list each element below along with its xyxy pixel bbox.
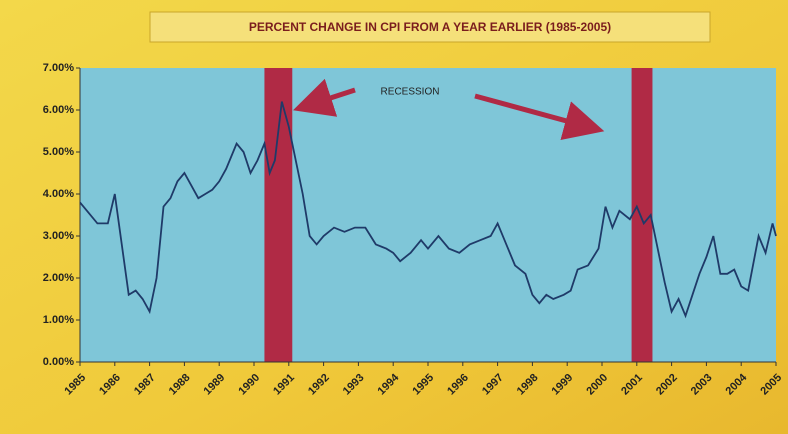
y-tick-label: 7.00%	[43, 62, 74, 74]
chart-title: PERCENT CHANGE IN CPI FROM A YEAR EARLIE…	[249, 20, 611, 34]
recession-band	[264, 68, 293, 362]
y-tick-label: 1.00%	[43, 314, 74, 326]
y-tick-label: 6.00%	[43, 104, 74, 116]
arrow	[292, 78, 356, 117]
title-box	[149, 11, 711, 43]
plot-area	[80, 68, 776, 362]
annotation: RECESSION	[381, 87, 440, 98]
y-tick-label: 2.00%	[43, 272, 74, 284]
cpi-line	[79, 101, 777, 319]
y-tick-label: 0.00%	[43, 356, 74, 368]
y-tick-label: 4.00%	[43, 188, 74, 200]
arrow	[474, 93, 605, 141]
recession-band	[631, 68, 653, 362]
y-tick-label: 3.00%	[43, 230, 74, 242]
y-tick-label: 5.00%	[43, 146, 74, 158]
